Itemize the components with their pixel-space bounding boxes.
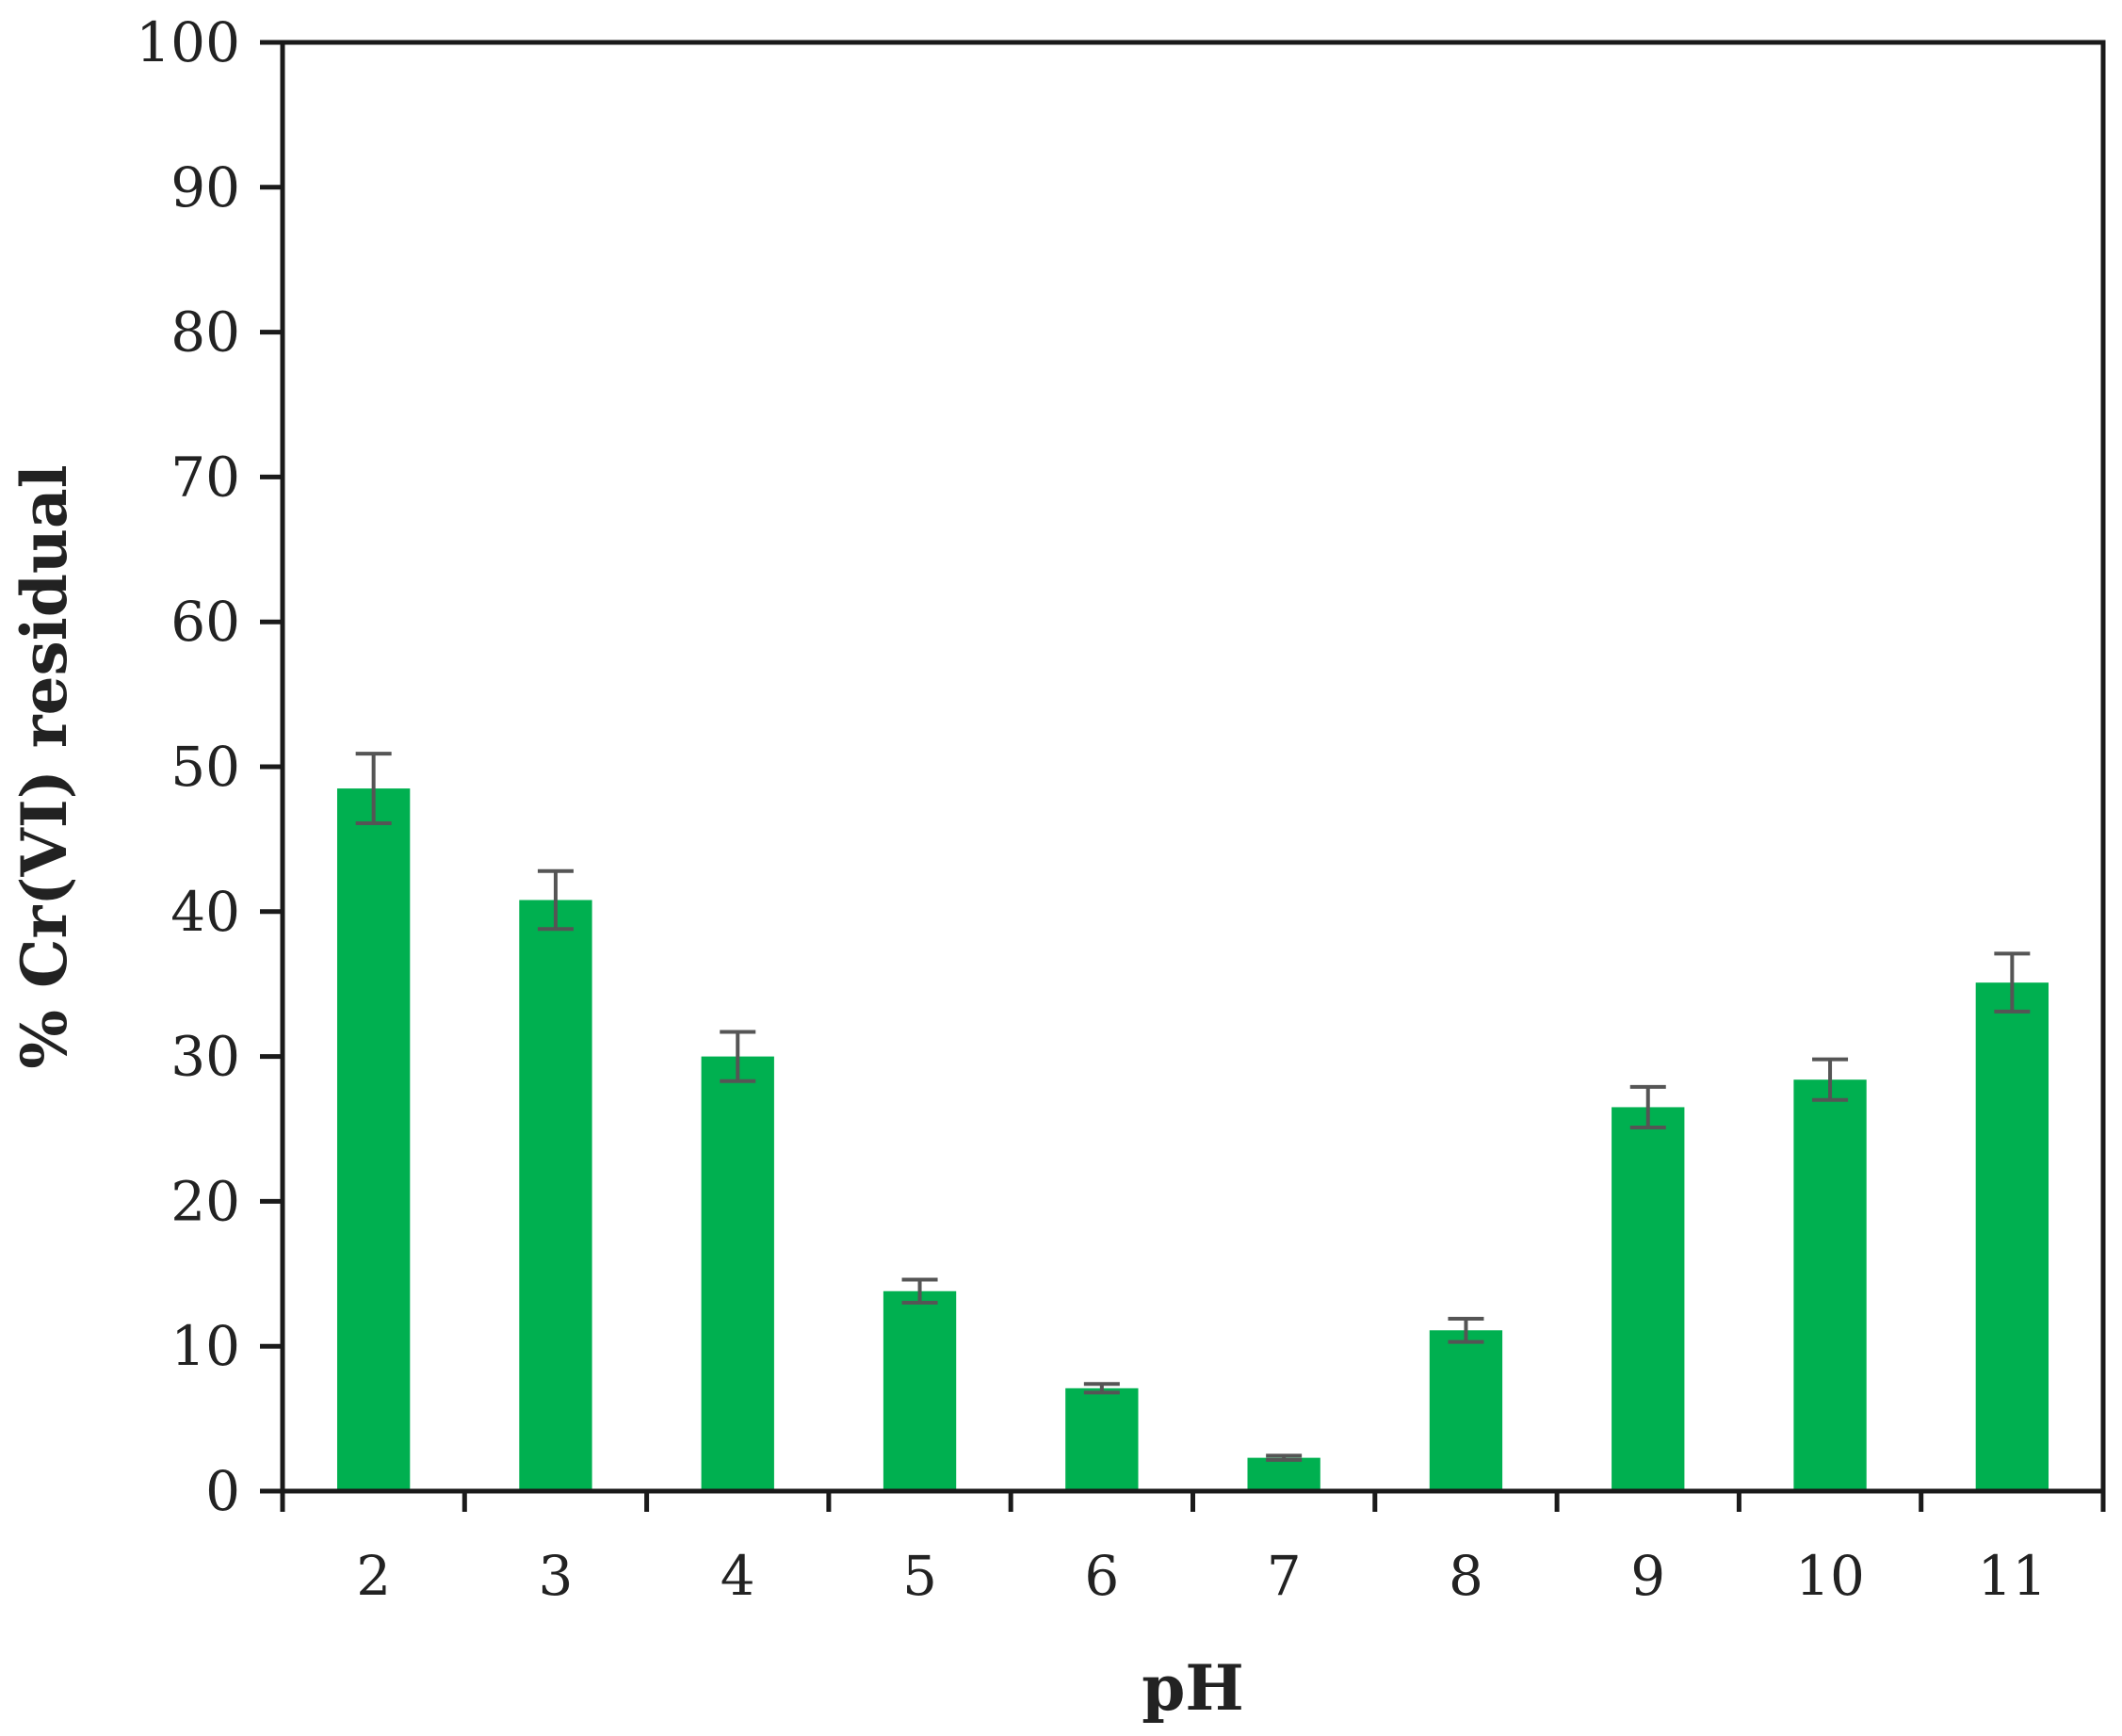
x-axis-title: pH [1142, 1651, 1244, 1725]
y-axis-title: % Cr(VI) residual [8, 464, 81, 1068]
x-tick-label: 3 [538, 1544, 573, 1608]
error-bars-layer [355, 752, 2031, 1462]
bar-ph-7 [1247, 1457, 1320, 1491]
y-tick-label: 60 [170, 590, 240, 654]
y-tick-label: 30 [170, 1025, 240, 1089]
bar-ph-10 [1793, 1079, 1867, 1491]
error-bar-ph-10 [1812, 1057, 1849, 1102]
y-tick-label: 20 [170, 1169, 240, 1233]
x-tick-label: 6 [1084, 1544, 1119, 1608]
error-bar-ph-5 [901, 1277, 938, 1306]
error-bar-ph-4 [720, 1030, 756, 1083]
x-tick-label: 2 [356, 1544, 391, 1608]
y-tick-label: 70 [170, 445, 240, 509]
y-tick-label: 50 [170, 735, 240, 799]
x-tick-label: 5 [902, 1544, 937, 1608]
error-bar-ph-7 [1266, 1453, 1303, 1462]
y-axis: 0 10 20 30 40 50 60 70 80 90 100 [136, 10, 283, 1523]
x-tick-label: 8 [1449, 1544, 1483, 1608]
bar-ph-11 [1975, 982, 2049, 1491]
bar-ph-3 [519, 900, 592, 1491]
x-tick-label: 11 [1977, 1544, 2047, 1608]
bar-ph-6 [1065, 1387, 1139, 1491]
x-tick-label: 4 [721, 1544, 755, 1608]
y-tick-label: 80 [170, 300, 240, 365]
error-bar-ph-3 [537, 868, 574, 932]
bars-layer [336, 788, 2049, 1491]
bar-ph-5 [883, 1290, 957, 1491]
error-bar-ph-6 [1083, 1382, 1120, 1395]
error-bar-ph-9 [1629, 1084, 1666, 1129]
x-axis: 2 3 4 5 6 7 8 9 10 11 [280, 1491, 2106, 1608]
x-tick-label: 7 [1267, 1544, 1302, 1608]
error-bar-ph-2 [355, 752, 392, 825]
x-tick-label: 9 [1630, 1544, 1665, 1608]
bar-ph-4 [701, 1056, 774, 1491]
y-tick-label: 90 [170, 155, 240, 219]
bar-ph-8 [1429, 1330, 1503, 1491]
y-tick-label: 100 [136, 10, 240, 74]
bar-ph-2 [336, 788, 411, 1491]
y-tick-label: 0 [205, 1459, 240, 1523]
bar-ph-9 [1612, 1107, 1685, 1491]
error-bar-ph-11 [1994, 951, 2031, 1014]
x-tick-label: 10 [1795, 1544, 1865, 1608]
error-bar-ph-8 [1448, 1316, 1484, 1344]
y-tick-label: 10 [170, 1314, 240, 1378]
y-tick-label: 40 [170, 880, 240, 944]
